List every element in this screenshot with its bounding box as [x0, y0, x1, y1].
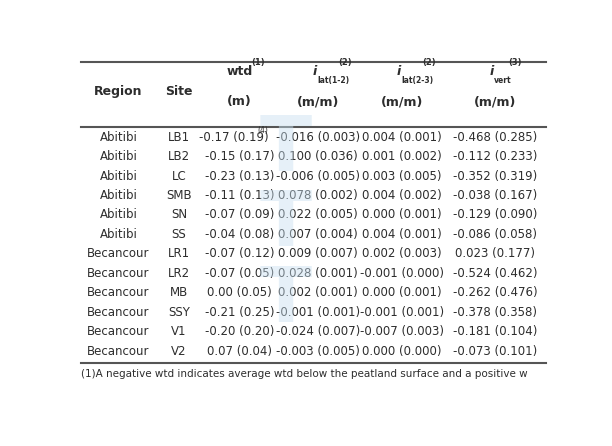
Text: (1): (1) [251, 58, 265, 67]
Text: -0.129 (0.090): -0.129 (0.090) [453, 208, 537, 221]
Text: -0.001 (0.000): -0.001 (0.000) [360, 267, 444, 280]
Text: -0.001 (0.001): -0.001 (0.001) [276, 306, 360, 319]
Text: lat(1-2): lat(1-2) [318, 76, 349, 85]
Text: Becancour: Becancour [87, 306, 150, 319]
Text: 0.004 (0.001): 0.004 (0.001) [362, 131, 442, 144]
Text: -0.07 (0.12): -0.07 (0.12) [204, 248, 274, 260]
Text: -0.524 (0.462): -0.524 (0.462) [453, 267, 537, 280]
Text: 0.002 (0.001): 0.002 (0.001) [278, 286, 358, 299]
Text: Becancour: Becancour [87, 286, 150, 299]
Text: -0.07 (0.09): -0.07 (0.09) [204, 208, 274, 221]
Text: -0.073 (0.101): -0.073 (0.101) [453, 345, 537, 358]
Text: T: T [259, 188, 312, 262]
Text: Abitibi: Abitibi [100, 169, 137, 182]
Text: 0.07 (0.04): 0.07 (0.04) [207, 345, 272, 358]
Text: 0.004 (0.002): 0.004 (0.002) [362, 189, 442, 202]
Text: 0.028 (0.001): 0.028 (0.001) [278, 267, 358, 280]
Text: Becancour: Becancour [87, 325, 150, 338]
Text: 0.000 (0.001): 0.000 (0.001) [362, 286, 442, 299]
Text: i: i [313, 65, 318, 78]
Text: LR1: LR1 [168, 248, 190, 260]
Text: 0.002 (0.003): 0.002 (0.003) [362, 248, 442, 260]
Text: 0.00 (0.05): 0.00 (0.05) [207, 286, 272, 299]
Text: -0.17 (0.19): -0.17 (0.19) [199, 131, 269, 144]
Text: -0.378 (0.358): -0.378 (0.358) [453, 306, 537, 319]
Text: Abitibi: Abitibi [100, 208, 137, 221]
Text: -0.016 (0.003): -0.016 (0.003) [276, 131, 360, 144]
Text: wtd: wtd [226, 65, 252, 78]
Text: (m/m): (m/m) [297, 95, 340, 108]
Text: 0.100 (0.036): 0.100 (0.036) [278, 150, 358, 163]
Text: -0.04 (0.08): -0.04 (0.08) [204, 228, 274, 241]
Text: Abitibi: Abitibi [100, 150, 137, 163]
Text: Site: Site [165, 85, 193, 98]
Text: -0.001 (0.001): -0.001 (0.001) [360, 306, 444, 319]
Text: SN: SN [171, 208, 187, 221]
Text: -0.15 (0.17): -0.15 (0.17) [204, 150, 274, 163]
Text: -0.21 (0.25): -0.21 (0.25) [204, 306, 274, 319]
Text: -0.003 (0.005): -0.003 (0.005) [277, 345, 360, 358]
Text: T: T [259, 113, 312, 187]
Text: -0.262 (0.476): -0.262 (0.476) [453, 286, 537, 299]
Text: (m/m): (m/m) [381, 95, 423, 108]
Text: LC: LC [171, 169, 186, 182]
Text: 0.007 (0.004): 0.007 (0.004) [278, 228, 358, 241]
Text: (m): (m) [227, 95, 252, 108]
Text: -0.11 (0.13): -0.11 (0.13) [204, 189, 274, 202]
Text: (2): (2) [422, 58, 436, 67]
Text: (m/m): (m/m) [474, 95, 516, 108]
Text: 0.022 (0.005): 0.022 (0.005) [278, 208, 358, 221]
Text: -0.468 (0.285): -0.468 (0.285) [453, 131, 537, 144]
Text: (1)A negative wtd indicates average wtd below the peatland surface and a positiv: (1)A negative wtd indicates average wtd … [81, 369, 528, 379]
Text: Abitibi: Abitibi [100, 189, 137, 202]
Text: 0.003 (0.005): 0.003 (0.005) [362, 169, 442, 182]
Text: 0.004 (0.001): 0.004 (0.001) [362, 228, 442, 241]
Text: LR2: LR2 [168, 267, 190, 280]
Text: -0.20 (0.20): -0.20 (0.20) [204, 325, 274, 338]
Text: 0.009 (0.007): 0.009 (0.007) [278, 248, 358, 260]
Text: V2: V2 [171, 345, 187, 358]
Text: SSY: SSY [168, 306, 190, 319]
Text: SMB: SMB [166, 189, 192, 202]
Text: LB2: LB2 [168, 150, 190, 163]
Text: -0.006 (0.005): -0.006 (0.005) [276, 169, 360, 182]
Text: -0.007 (0.003): -0.007 (0.003) [360, 325, 444, 338]
Text: Becancour: Becancour [87, 345, 150, 358]
Text: 0.000 (0.000): 0.000 (0.000) [362, 345, 442, 358]
Text: (2): (2) [338, 58, 353, 67]
Text: -0.352 (0.319): -0.352 (0.319) [453, 169, 537, 182]
Text: i: i [397, 65, 401, 78]
Text: -0.024 (0.007): -0.024 (0.007) [276, 325, 360, 338]
Text: (3): (3) [508, 58, 521, 67]
Text: SS: SS [171, 228, 186, 241]
Text: -0.086 (0.058): -0.086 (0.058) [453, 228, 537, 241]
Text: 0.000 (0.001): 0.000 (0.001) [362, 208, 442, 221]
Text: -0.07 (0.05): -0.07 (0.05) [204, 267, 274, 280]
Text: i: i [490, 65, 494, 78]
Text: -0.038 (0.167): -0.038 (0.167) [453, 189, 537, 202]
Text: MB: MB [170, 286, 188, 299]
Text: Region: Region [94, 85, 143, 98]
Text: lat(2-3): lat(2-3) [401, 76, 433, 85]
Text: -0.112 (0.233): -0.112 (0.233) [453, 150, 537, 163]
Text: Abitibi: Abitibi [100, 131, 137, 144]
Text: V1: V1 [171, 325, 187, 338]
Text: 0.001 (0.002): 0.001 (0.002) [362, 150, 442, 163]
Text: -0.23 (0.13): -0.23 (0.13) [204, 169, 274, 182]
Text: T: T [259, 264, 312, 338]
Text: LB1: LB1 [168, 131, 190, 144]
Text: vert: vert [494, 76, 512, 85]
Text: Becancour: Becancour [87, 267, 150, 280]
Text: Becancour: Becancour [87, 248, 150, 260]
Text: 0.023 (0.177): 0.023 (0.177) [455, 248, 535, 260]
Text: (4): (4) [257, 126, 268, 136]
Text: Abitibi: Abitibi [100, 228, 137, 241]
Text: -0.181 (0.104): -0.181 (0.104) [453, 325, 537, 338]
Text: 0.078 (0.002): 0.078 (0.002) [278, 189, 358, 202]
